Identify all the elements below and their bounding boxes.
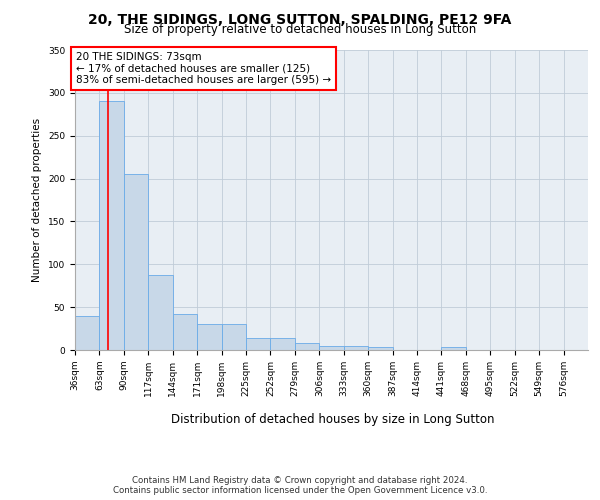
Bar bbox=[368, 348, 392, 350]
Bar bbox=[442, 348, 466, 350]
Text: Contains HM Land Registry data © Crown copyright and database right 2024.
Contai: Contains HM Land Registry data © Crown c… bbox=[113, 476, 487, 495]
Text: Distribution of detached houses by size in Long Sutton: Distribution of detached houses by size … bbox=[171, 412, 495, 426]
Text: Size of property relative to detached houses in Long Sutton: Size of property relative to detached ho… bbox=[124, 24, 476, 36]
Bar bbox=[246, 338, 271, 350]
Bar bbox=[124, 174, 148, 350]
Bar bbox=[173, 314, 197, 350]
Y-axis label: Number of detached properties: Number of detached properties bbox=[32, 118, 43, 282]
Text: 20, THE SIDINGS, LONG SUTTON, SPALDING, PE12 9FA: 20, THE SIDINGS, LONG SUTTON, SPALDING, … bbox=[88, 12, 512, 26]
Bar bbox=[271, 338, 295, 350]
Bar bbox=[197, 324, 221, 350]
Bar bbox=[148, 274, 173, 350]
Bar bbox=[100, 102, 124, 350]
Text: 20 THE SIDINGS: 73sqm
← 17% of detached houses are smaller (125)
83% of semi-det: 20 THE SIDINGS: 73sqm ← 17% of detached … bbox=[76, 52, 331, 85]
Bar bbox=[344, 346, 368, 350]
Bar bbox=[75, 316, 100, 350]
Bar bbox=[295, 343, 319, 350]
Bar bbox=[319, 346, 344, 350]
Bar bbox=[221, 324, 246, 350]
